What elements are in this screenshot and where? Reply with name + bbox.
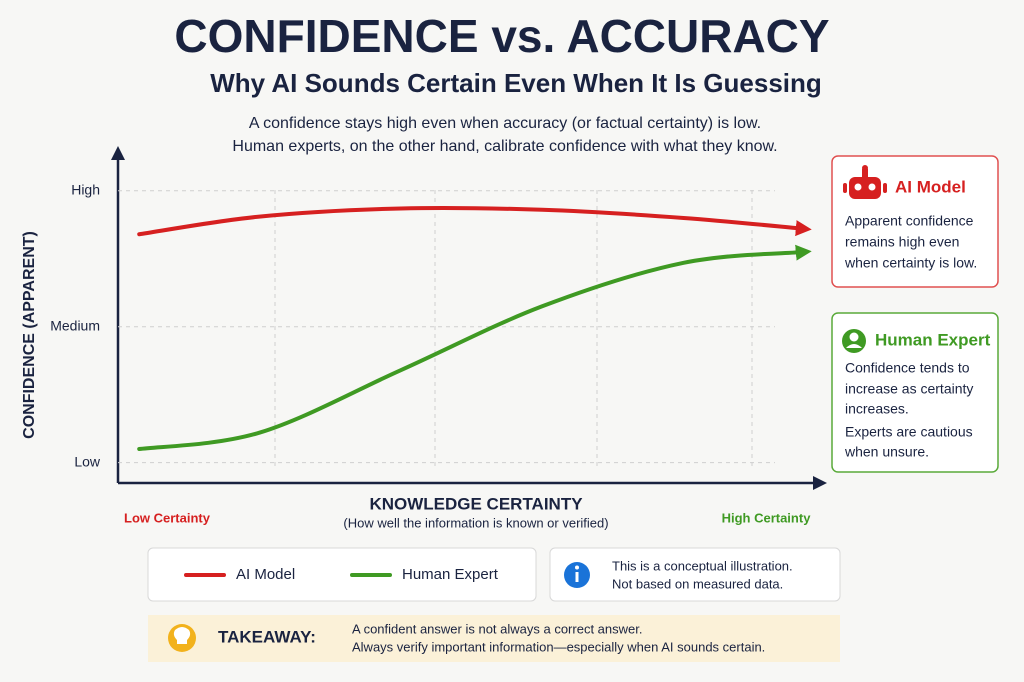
x-high-label: High Certainty [722, 510, 812, 525]
y-tick-label: Medium [50, 317, 100, 333]
callout-line: Apparent confidence [845, 213, 974, 229]
callout-line: Experts are cautious [845, 424, 973, 440]
callout-title: AI Model [895, 177, 966, 196]
note-box [549, 547, 841, 602]
callout-text: Confidence tends to increase as certainty… [844, 360, 973, 460]
callout-line: increases. [845, 401, 909, 417]
callout-title: Human Expert [875, 330, 991, 349]
takeaway-text: Always verify important information—espe… [352, 639, 765, 654]
legend-items: AI Model Human Expert [184, 566, 499, 583]
note: Not based on measured data. [612, 576, 783, 591]
y-tick-label: High [71, 181, 100, 197]
callout-text: Apparent confidence remains high even when… [844, 213, 977, 271]
legend-label: Human Expert [402, 566, 499, 583]
description: A confidence stays high even when accura… [249, 115, 761, 132]
person-icon [842, 329, 866, 353]
series-line [137, 244, 812, 452]
callout-line: Confidence tends to [845, 360, 970, 376]
legend [147, 547, 537, 602]
x-low-label: Low Certainty [124, 510, 211, 525]
robot-icon [843, 165, 887, 199]
series-line [137, 205, 812, 237]
info-icon [564, 562, 590, 588]
subtitle: Why AI Sounds Certain Even When It Is Gu… [210, 68, 822, 98]
callout-line: when unsure. [844, 444, 929, 460]
callout-line: increase as certainty [845, 381, 973, 397]
note: This is a conceptual illustration. [612, 558, 793, 573]
y-tick-label: Low [74, 453, 101, 469]
vertical-grid [274, 190, 753, 470]
title: CONFIDENCE vs. ACCURACY [174, 10, 829, 62]
x-axis-label: KNOWLEDGE CERTAINTY [369, 494, 583, 513]
takeaway-label: TAKEAWAY: [218, 627, 316, 646]
takeaway-text: A confident answer is not always a corre… [352, 621, 642, 636]
plot: Low Medium High [50, 181, 812, 469]
human-callout [831, 312, 999, 473]
takeaway-box [148, 615, 840, 662]
callout-line: when certainty is low. [844, 255, 977, 271]
callout-line: remains high even [845, 234, 959, 250]
axes [111, 146, 827, 490]
description: Human experts, on the other hand, calibr… [232, 138, 777, 155]
y-axis-label: CONFIDENCE (APPARENT) [21, 231, 38, 439]
x-axis-sublabel: (How well the information is known or ve… [343, 515, 608, 530]
bulb-icon [168, 624, 196, 652]
legend-label: AI Model [236, 566, 295, 583]
